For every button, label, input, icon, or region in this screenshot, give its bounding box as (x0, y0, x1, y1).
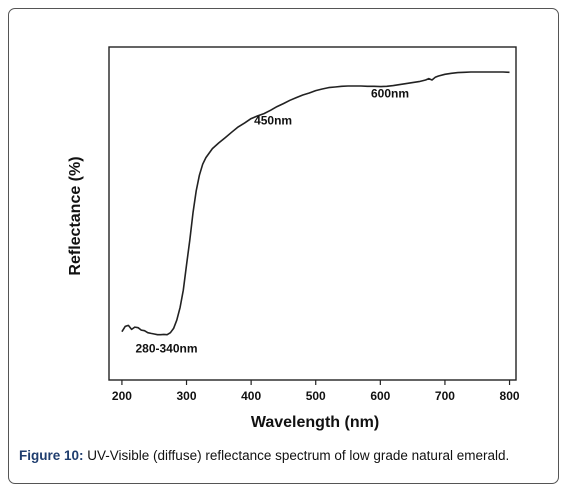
reflectance-line (121, 71, 510, 336)
plot-area (108, 46, 517, 381)
annotations: 280-340nm 450nm 600nm (135, 86, 409, 355)
figure-caption: Figure 10: UV-Visible (diffuse) reflecta… (19, 447, 548, 464)
x-axis-ticks: 200 300 400 500 600 700 800 (112, 380, 520, 403)
x-tick-label: 300 (177, 389, 197, 403)
x-tick-label: 700 (435, 389, 455, 403)
x-tick-label: 500 (306, 389, 326, 403)
figure-frame (8, 8, 559, 484)
peak-annotation: 280-340nm (135, 342, 197, 356)
x-axis-label: Wavelength (nm) (251, 414, 379, 431)
figure-caption-label: Figure 10: (19, 448, 84, 463)
reflectance-chart: 200 300 400 500 600 700 800 280-340nm 450nm 600n… (67, 46, 520, 431)
figure-caption-text: UV-Visible (diffuse) reflectance spectru… (83, 448, 510, 463)
x-tick-label: 400 (241, 389, 261, 403)
y-axis-label: Reflectance (%) (67, 156, 84, 275)
x-tick-label: 800 (500, 389, 520, 403)
x-tick-label: 600 (370, 389, 390, 403)
peak-annotation: 450nm (254, 113, 292, 127)
x-tick-label: 200 (112, 389, 132, 403)
peak-annotation: 600nm (371, 86, 409, 100)
